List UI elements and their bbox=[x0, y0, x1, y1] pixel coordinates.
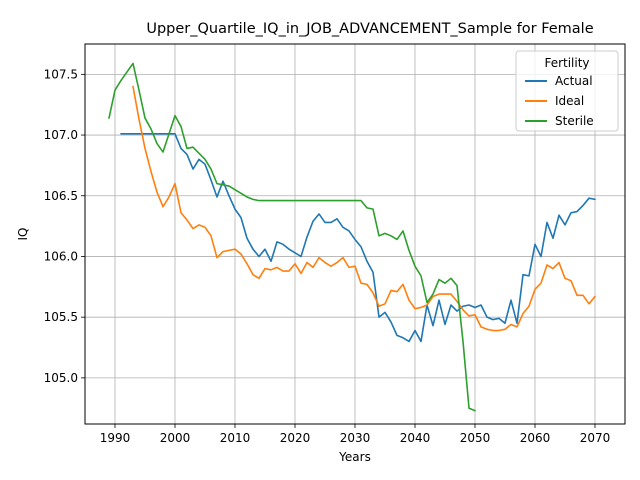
legend: Fertility Actual Ideal Sterile bbox=[516, 51, 618, 131]
y-tick-label: 106.5 bbox=[44, 189, 78, 203]
x-tick-label: 2060 bbox=[520, 431, 551, 445]
y-tick-label: 107.0 bbox=[44, 128, 78, 142]
x-tick-label: 2050 bbox=[460, 431, 491, 445]
legend-label-sterile: Sterile bbox=[555, 114, 594, 128]
x-axis-label: Years bbox=[338, 450, 371, 464]
x-tick-label: 1990 bbox=[100, 431, 131, 445]
y-tick-label: 105.5 bbox=[44, 310, 78, 324]
chart-title: Upper_Quartile_IQ_in_JOB_ADVANCEMENT_Sam… bbox=[146, 21, 593, 37]
x-tick-label: 2020 bbox=[280, 431, 311, 445]
y-tick-label: 107.5 bbox=[44, 67, 78, 81]
x-tick-label: 2010 bbox=[220, 431, 251, 445]
x-tick-label: 2030 bbox=[340, 431, 371, 445]
legend-label-actual: Actual bbox=[555, 74, 593, 88]
x-tick-label: 2000 bbox=[160, 431, 191, 445]
legend-label-ideal: Ideal bbox=[555, 94, 584, 108]
y-axis-label: IQ bbox=[16, 228, 30, 241]
y-tick-label: 106.0 bbox=[44, 249, 78, 263]
y-tick-label: 105.0 bbox=[44, 371, 78, 385]
legend-title: Fertility bbox=[544, 56, 589, 70]
x-tick-label: 2040 bbox=[400, 431, 431, 445]
x-tick-label: 2070 bbox=[580, 431, 611, 445]
